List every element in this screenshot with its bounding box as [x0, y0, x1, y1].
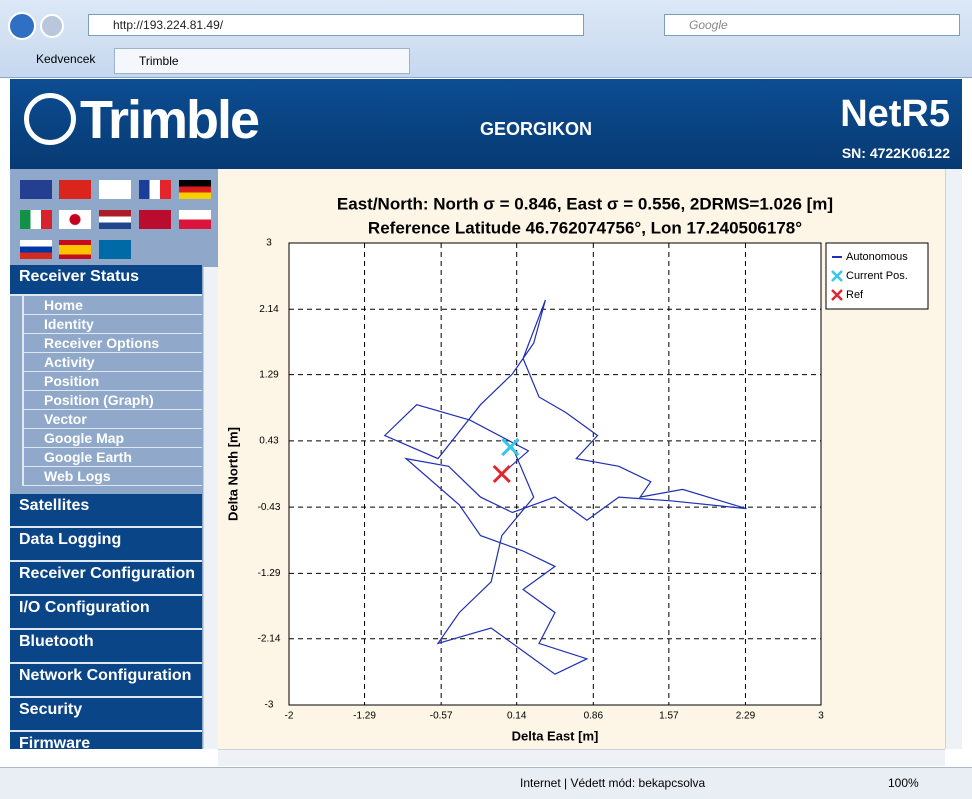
x-axis-label: Delta East [m]: [512, 728, 599, 743]
legend-swatch: [831, 289, 843, 301]
nav-item[interactable]: Web Logs: [22, 467, 202, 486]
scrollbar[interactable]: [218, 749, 945, 766]
flag[interactable]: [179, 180, 211, 199]
nav-item[interactable]: Home: [22, 296, 202, 315]
tab[interactable]: Trimble: [114, 48, 410, 74]
search-box[interactable]: Google: [664, 14, 960, 36]
nav-item[interactable]: Position: [22, 372, 202, 391]
legend-box: [825, 242, 929, 310]
status-zone: Internet | Védett mód: bekapcsolva: [520, 776, 706, 790]
zoom[interactable]: 100%: [888, 776, 919, 790]
nav-item[interactable]: Identity: [22, 315, 202, 334]
flag[interactable]: [20, 180, 52, 199]
favorites[interactable]: Kedvencek: [36, 52, 96, 66]
nav-section[interactable]: Data Logging: [10, 528, 202, 562]
logo-globe: [24, 93, 76, 145]
site-header: Trimble GEORGIKON NetR5 SN: 4722K06122: [10, 79, 962, 169]
y-tick-label: -0.43: [258, 502, 281, 513]
flag[interactable]: [99, 210, 131, 229]
chart-subtitle: Reference Latitude 46.762074756°, Lon 17…: [368, 218, 802, 237]
flag[interactable]: [139, 180, 171, 199]
y-tick-label: 1.29: [259, 369, 279, 380]
nav-item[interactable]: Receiver Options: [22, 334, 202, 353]
x-tick-label: 3: [818, 711, 824, 722]
flag[interactable]: [59, 210, 91, 229]
flags: [10, 169, 218, 265]
nav-section[interactable]: Receiver Configuration: [10, 562, 202, 596]
nav-section[interactable]: Bluetooth: [10, 630, 202, 664]
browser-chrome: http://193.224.81.49/ Google Kedvencek T…: [0, 0, 972, 78]
address-bar[interactable]: http://193.224.81.49/: [88, 14, 584, 36]
nav-section[interactable]: Network Configuration: [10, 664, 202, 698]
back-button[interactable]: [8, 12, 36, 40]
serial: SN: 4722K06122: [841, 145, 950, 161]
legend-swatch: [831, 270, 843, 282]
nav-section[interactable]: I/O Configuration: [10, 596, 202, 630]
nav-section[interactable]: Security: [10, 698, 202, 732]
nav-section-open[interactable]: Receiver Status: [10, 265, 202, 296]
flag[interactable]: [20, 210, 52, 229]
y-tick-label: -3: [265, 700, 274, 711]
x-tick-label: 2.29: [736, 711, 756, 722]
flag[interactable]: [139, 210, 171, 229]
x-tick-label: 1.57: [659, 711, 679, 722]
scrollbar[interactable]: [945, 169, 962, 749]
point-marker: [492, 464, 511, 484]
nav-sections: Satellites Data Logging Receiver Configura…: [10, 494, 202, 749]
flag[interactable]: [99, 180, 131, 199]
legend-label: Current Pos.: [846, 270, 908, 282]
flag[interactable]: [179, 210, 211, 229]
trace-line: [383, 299, 747, 675]
status-bar: Internet | Védett mód: bekapcsolva 100%: [0, 767, 972, 799]
nav-item[interactable]: Google Earth: [22, 448, 202, 467]
flag[interactable]: [99, 240, 131, 259]
y-axis-label: Delta North [m]: [225, 427, 240, 521]
y-tick-label: -1.29: [258, 568, 281, 579]
x-tick-label: 0.14: [507, 711, 527, 722]
y-tick-label: 2.14: [259, 304, 279, 315]
nav-item[interactable]: Activity: [22, 353, 202, 372]
legend-label: Autonomous: [846, 251, 908, 263]
nav-items: Home Identity Receiver Options Activity Posi…: [10, 296, 202, 486]
nav-item[interactable]: Position (Graph): [22, 391, 202, 410]
scrollbar[interactable]: [203, 267, 218, 749]
flag[interactable]: [59, 180, 91, 199]
nav-item[interactable]: Google Map: [22, 429, 202, 448]
model: NetR5: [840, 93, 950, 135]
chart-title: East/North: North σ = 0.846, East σ = 0.…: [337, 194, 833, 213]
x-tick-label: 0.86: [584, 711, 604, 722]
y-tick-label: 3: [266, 238, 272, 249]
legend-label: Ref: [846, 289, 864, 301]
chart: East/North: North σ = 0.846, East σ = 0.…: [225, 194, 929, 743]
flag[interactable]: [20, 240, 52, 259]
x-tick-label: -1.29: [353, 711, 376, 722]
plot-area: [288, 242, 822, 706]
nav-section[interactable]: Satellites: [10, 494, 202, 528]
flag[interactable]: [59, 240, 91, 259]
nav-item[interactable]: Vector: [22, 410, 202, 429]
site-name: GEORGIKON: [480, 119, 593, 139]
brand: Trimble: [80, 90, 260, 150]
x-tick-label: -2: [285, 711, 294, 722]
y-tick-label: -2.14: [258, 633, 281, 644]
forward-button[interactable]: [40, 14, 64, 38]
x-tick-label: -0.57: [430, 711, 453, 722]
side-nav: Receiver Status Home Identity Receiver Opt…: [10, 169, 218, 749]
point-marker: [501, 437, 520, 457]
nav-section[interactable]: Firmware: [10, 732, 202, 749]
y-tick-label: 0.43: [259, 436, 279, 447]
